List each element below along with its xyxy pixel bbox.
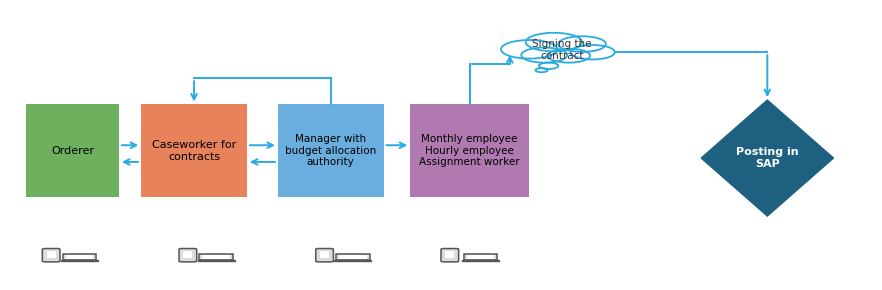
FancyBboxPatch shape	[26, 104, 119, 197]
FancyBboxPatch shape	[410, 104, 529, 197]
FancyBboxPatch shape	[336, 254, 370, 260]
Circle shape	[535, 68, 548, 72]
Text: Signing the
contract: Signing the contract	[532, 39, 592, 61]
Circle shape	[526, 33, 582, 51]
FancyBboxPatch shape	[141, 104, 247, 197]
FancyBboxPatch shape	[63, 254, 96, 260]
Circle shape	[521, 48, 567, 63]
FancyBboxPatch shape	[462, 260, 499, 261]
FancyBboxPatch shape	[316, 249, 333, 262]
FancyBboxPatch shape	[339, 255, 367, 259]
FancyBboxPatch shape	[65, 255, 93, 259]
FancyBboxPatch shape	[198, 260, 235, 261]
FancyBboxPatch shape	[199, 254, 233, 260]
FancyBboxPatch shape	[441, 249, 459, 262]
FancyBboxPatch shape	[467, 255, 495, 259]
FancyBboxPatch shape	[320, 251, 329, 258]
Circle shape	[558, 36, 606, 52]
FancyBboxPatch shape	[278, 104, 384, 197]
FancyBboxPatch shape	[61, 260, 98, 261]
FancyBboxPatch shape	[42, 249, 60, 262]
Text: Manager with
budget allocation
authority: Manager with budget allocation authority	[285, 134, 377, 167]
Text: Orderer: Orderer	[51, 146, 94, 156]
FancyBboxPatch shape	[445, 251, 454, 258]
Circle shape	[571, 45, 615, 59]
FancyBboxPatch shape	[464, 254, 497, 260]
Circle shape	[501, 40, 557, 59]
Circle shape	[539, 63, 558, 69]
Circle shape	[548, 49, 590, 63]
FancyBboxPatch shape	[334, 260, 371, 261]
Polygon shape	[701, 100, 833, 216]
FancyBboxPatch shape	[183, 251, 192, 258]
FancyBboxPatch shape	[47, 251, 56, 258]
Text: Monthly employee
Hourly employee
Assignment worker: Monthly employee Hourly employee Assignm…	[419, 134, 520, 167]
FancyBboxPatch shape	[202, 255, 230, 259]
Text: Posting in
SAP: Posting in SAP	[736, 147, 799, 169]
FancyBboxPatch shape	[179, 249, 197, 262]
Text: Caseworker for
contracts: Caseworker for contracts	[152, 140, 236, 162]
